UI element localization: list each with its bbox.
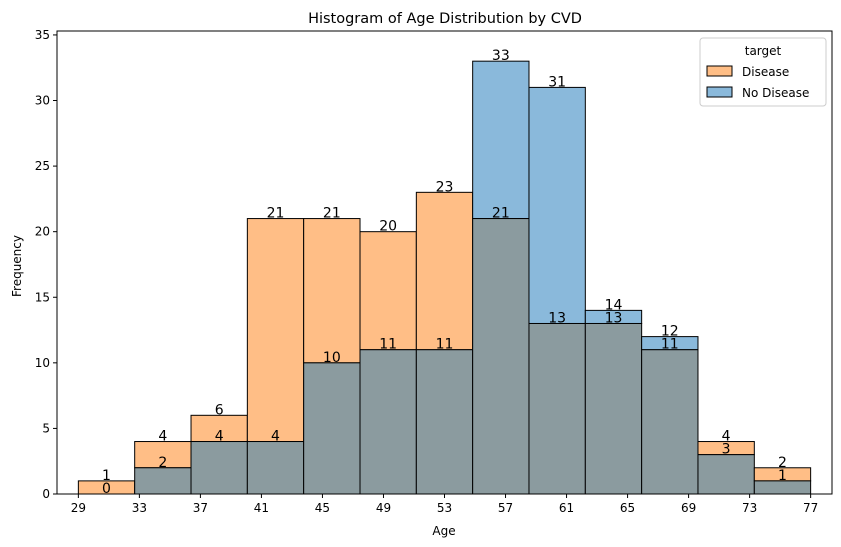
- legend-title: target: [745, 44, 782, 58]
- bar-label-disease: 4: [158, 429, 167, 445]
- bar-label-no-disease: 11: [379, 337, 397, 353]
- bars-group: [77, 60, 812, 495]
- y-tick-label: 35: [35, 28, 50, 42]
- bar-label-disease: 13: [605, 310, 623, 326]
- x-axis-label: Age: [432, 524, 455, 538]
- bar-label-disease: 2: [778, 455, 787, 471]
- bar-label-disease: 23: [436, 179, 454, 195]
- x-tick-label: 49: [376, 501, 391, 515]
- y-tick-label: 0: [42, 487, 50, 501]
- bar-disease: [359, 231, 417, 351]
- x-tick-label: 53: [437, 501, 452, 515]
- bar-label-no-disease: 1: [778, 468, 787, 484]
- bar-label-disease: 13: [548, 310, 566, 326]
- y-tick-label: 5: [42, 421, 50, 435]
- bar-label-no-disease: 12: [661, 324, 679, 340]
- x-tick-label: 37: [193, 501, 208, 515]
- bar-label-disease: 21: [267, 206, 285, 222]
- bar-no-disease: [528, 86, 586, 324]
- legend-label-no-disease: No Disease: [742, 86, 809, 100]
- bar-overlap: [697, 454, 755, 495]
- bar-overlap: [134, 467, 192, 495]
- bar-overlap: [303, 362, 361, 495]
- legend-swatch-no-disease: [706, 86, 733, 98]
- bar-disease: [190, 414, 248, 443]
- bar-disease: [303, 218, 361, 364]
- bar-label-disease: 11: [661, 337, 679, 353]
- bar-disease: [415, 191, 474, 351]
- legend-label-disease: Disease: [742, 65, 789, 79]
- y-tick-label: 25: [35, 159, 50, 173]
- bar-labels-group: 1042642142110201123112133133113141112432…: [102, 48, 787, 497]
- y-axis-label: Frequency: [10, 235, 24, 297]
- legend: target Disease No Disease: [699, 37, 827, 107]
- bar-label-no-disease: 0: [102, 481, 111, 497]
- bar-overlap: [190, 441, 248, 495]
- y-axis: 0 5 10 15 20 25 30 35: [35, 28, 57, 501]
- bar-label-disease: 1: [102, 468, 111, 484]
- y-tick-label: 10: [35, 356, 50, 370]
- bar-disease: [246, 218, 305, 443]
- bar-disease: [134, 441, 192, 469]
- x-tick-label: 29: [71, 501, 86, 515]
- bar-label-no-disease: 4: [271, 429, 280, 445]
- bar-label-no-disease: 31: [548, 74, 566, 90]
- x-tick-label: 61: [559, 501, 574, 515]
- bar-label-no-disease: 2: [158, 455, 167, 471]
- bar-label-no-disease: 4: [215, 429, 224, 445]
- bar-label-disease: 21: [323, 206, 341, 222]
- bar-label-disease: 21: [492, 206, 510, 222]
- x-tick-label: 69: [681, 501, 696, 515]
- bar-overlap: [359, 349, 417, 495]
- y-tick-label: 20: [35, 225, 50, 239]
- x-tick-label: 45: [315, 501, 330, 515]
- bar-label-no-disease: 33: [492, 48, 510, 64]
- bar-label-disease: 6: [215, 402, 224, 418]
- bar-no-disease: [472, 60, 530, 220]
- x-tick-label: 73: [742, 501, 757, 515]
- bar-overlap: [246, 441, 305, 495]
- bar-label-no-disease: 11: [436, 337, 454, 353]
- y-tick-label: 15: [35, 290, 50, 304]
- x-tick-label: 57: [498, 501, 513, 515]
- bar-label-no-disease: 10: [323, 350, 341, 366]
- bar-label-no-disease: 14: [605, 297, 623, 313]
- legend-swatch-disease: [706, 65, 733, 77]
- x-axis: 29 33 37 41 45 49 53 57 61 65 69 73 77: [71, 494, 818, 515]
- chart-title: Histogram of Age Distribution by CVD: [308, 11, 582, 27]
- bar-label-disease: 4: [722, 429, 731, 445]
- x-tick-label: 65: [620, 501, 635, 515]
- bar-overlap: [584, 322, 643, 495]
- bar-overlap: [641, 349, 699, 495]
- x-tick-label: 41: [254, 501, 269, 515]
- y-tick-label: 30: [35, 94, 50, 108]
- bar-label-no-disease: 3: [722, 442, 731, 458]
- bar-overlap: [472, 218, 530, 495]
- bar-label-disease: 20: [379, 219, 397, 235]
- x-tick-label: 33: [132, 501, 147, 515]
- x-tick-label: 77: [803, 501, 818, 515]
- bar-overlap: [415, 349, 474, 495]
- bar-overlap: [528, 322, 586, 495]
